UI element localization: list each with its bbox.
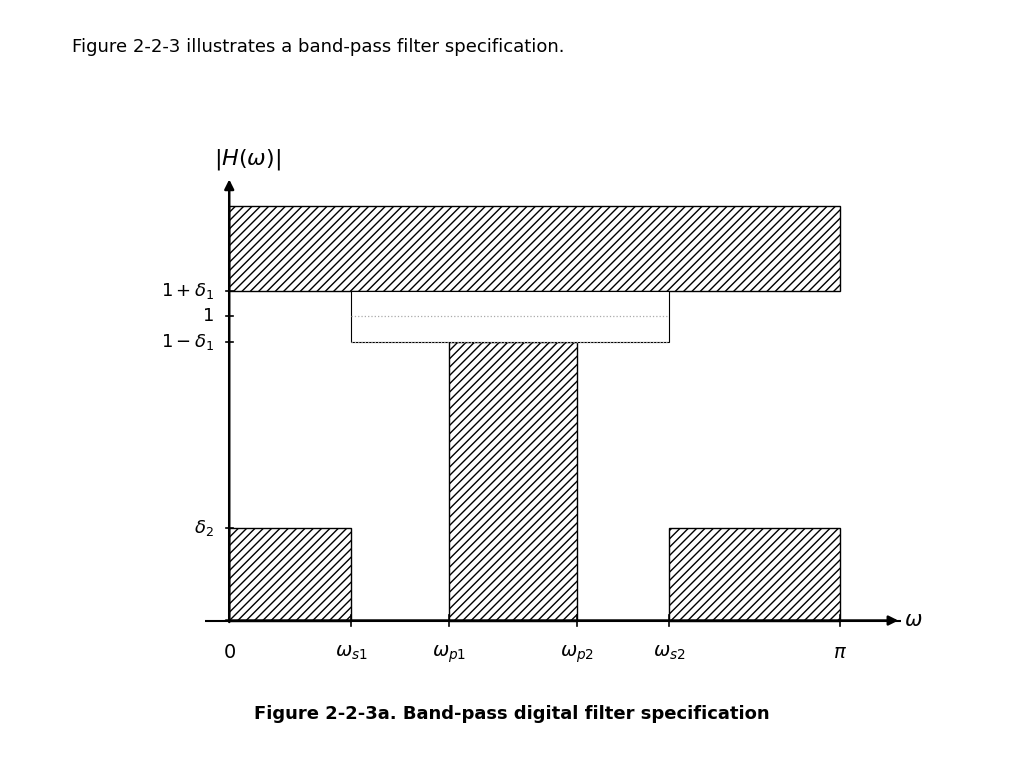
Text: $\omega_{s2}$: $\omega_{s2}$	[652, 644, 685, 662]
Text: Figure 2-2-3a. Band-pass digital filter specification: Figure 2-2-3a. Band-pass digital filter …	[254, 705, 770, 723]
Text: $1-\delta_1$: $1-\delta_1$	[161, 332, 214, 352]
Text: $\omega_{p1}$: $\omega_{p1}$	[432, 644, 466, 665]
Bar	[669, 528, 840, 621]
Bar	[229, 528, 351, 621]
Text: $|H(\omega)|$: $|H(\omega)|$	[214, 147, 281, 172]
Bar	[351, 291, 669, 342]
Text: $0$: $0$	[223, 644, 236, 662]
Text: $\omega_{s1}$: $\omega_{s1}$	[335, 644, 368, 662]
Bar	[229, 207, 840, 291]
Text: $\delta_2$: $\delta_2$	[195, 518, 214, 538]
Bar	[450, 342, 578, 621]
Text: $1$: $1$	[202, 307, 214, 325]
Text: Figure 2-2-3 illustrates a band-pass filter specification.: Figure 2-2-3 illustrates a band-pass fil…	[72, 38, 564, 56]
Text: $1+\delta_1$: $1+\delta_1$	[161, 281, 214, 301]
Text: $\omega$: $\omega$	[904, 611, 923, 630]
Text: $\omega_{p2}$: $\omega_{p2}$	[560, 644, 595, 665]
Text: $\pi$: $\pi$	[834, 644, 847, 662]
